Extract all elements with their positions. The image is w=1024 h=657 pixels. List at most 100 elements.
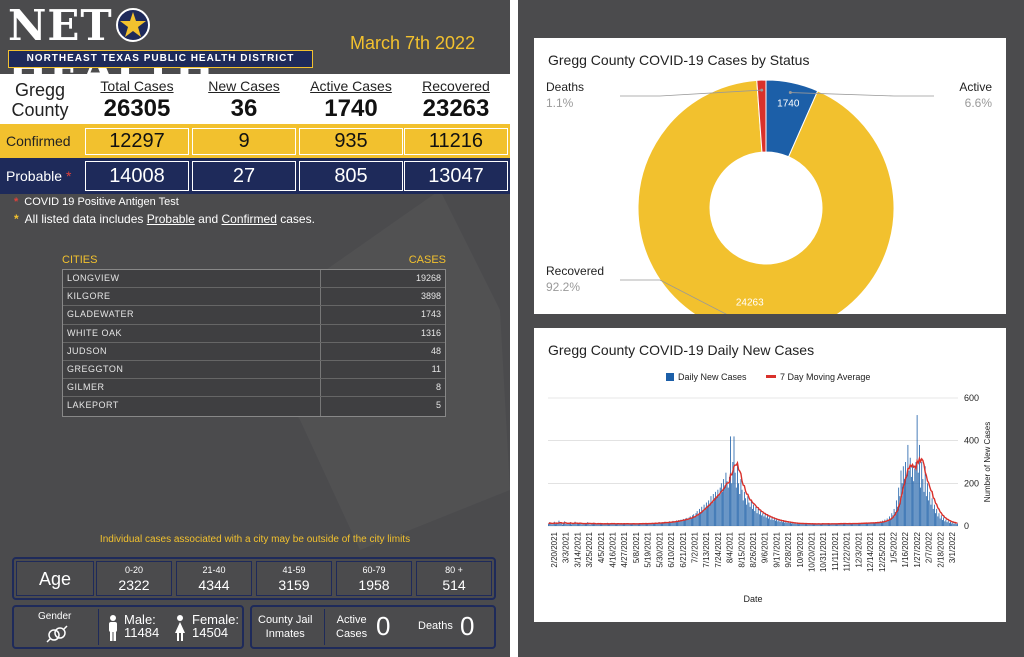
confirmed-total: 12297: [85, 128, 189, 155]
cities-table: LONGVIEW 19268 KILGORE 3898 GLADEWATER 1743…: [62, 269, 446, 417]
leader-line: [620, 279, 727, 314]
daily-bar: [843, 523, 844, 526]
daily-bar: [757, 508, 759, 526]
daily-bar: [652, 523, 654, 526]
daily-bar: [568, 523, 570, 526]
jail-deaths-label: Deaths: [418, 620, 453, 632]
city-cases: 5: [435, 400, 441, 411]
gender-symbol-icon: [46, 625, 68, 643]
daily-bar: [839, 523, 841, 526]
daily-bar: [631, 524, 632, 526]
daily-bar: [935, 513, 936, 526]
daily-bar: [593, 522, 594, 526]
daily-bar: [688, 517, 690, 526]
daily-bar: [728, 476, 730, 526]
daily-bar: [948, 522, 950, 526]
daily-bar: [772, 520, 774, 526]
daily-bar: [899, 496, 901, 526]
y-tick-label: 0: [964, 521, 969, 531]
daily-bar: [933, 504, 935, 526]
daily-bar: [955, 524, 957, 526]
daily-bar: [866, 522, 867, 526]
daily-bar: [578, 523, 579, 526]
daily-bar: [902, 466, 904, 526]
antigen-marker: *: [14, 196, 19, 208]
daily-chart-title: Gregg County COVID-19 Daily New Cases: [548, 342, 815, 358]
county-line2: County: [11, 100, 69, 120]
active-cases-label: Active Cases: [336, 613, 367, 641]
daily-bar: [889, 516, 890, 526]
daily-bar: [814, 524, 816, 526]
city-name: KILGORE: [63, 288, 321, 306]
daily-bar: [785, 521, 787, 526]
daily-bar: [623, 523, 624, 526]
age-group: 21-40 4344: [176, 561, 252, 596]
daily-bar: [657, 523, 659, 526]
x-tick-label: 2/20/2021: [550, 531, 559, 567]
daily-bar: [626, 523, 628, 526]
daily-bar: [555, 524, 556, 526]
daily-bar: [604, 523, 606, 526]
daily-bar: [836, 524, 837, 526]
daily-bar: [860, 523, 862, 526]
y-tick-label: 200: [964, 478, 979, 488]
new-cases-column: New Cases 36: [192, 78, 296, 123]
legend-swatch-ma: [766, 375, 776, 378]
daily-bar: [574, 521, 576, 526]
daily-bar: [953, 523, 955, 526]
x-tick-label: 12/14/2021: [866, 531, 875, 572]
daily-bar: [597, 523, 599, 526]
daily-bar: [708, 500, 710, 526]
daily-bar: [579, 522, 581, 526]
jail-label: County Jail Inmates: [258, 613, 312, 641]
status-chart-title: Gregg County COVID-19 Cases by Status: [548, 52, 810, 68]
total-cases-label: Total Cases: [100, 78, 174, 94]
daily-bar: [550, 523, 552, 526]
male-value: 11484: [124, 625, 160, 640]
daily-bar: [710, 496, 712, 526]
daily-bar: [749, 506, 751, 526]
daily-bar: [932, 508, 934, 526]
daily-bar: [553, 521, 555, 526]
daily-bar: [930, 504, 932, 526]
x-tick-label: 3/1/2022: [948, 531, 957, 563]
age-group: 60-79 1958: [336, 561, 412, 596]
y-tick-label: 600: [964, 393, 979, 403]
daily-bar: [931, 498, 933, 526]
daily-bar: [673, 521, 675, 526]
star-icon: [116, 8, 150, 42]
daily-bar: [944, 521, 946, 526]
daily-bar: [813, 523, 814, 526]
daily-bar: [881, 522, 882, 526]
daily-bar: [852, 523, 854, 526]
age-value: 3159: [278, 577, 310, 593]
nethealth-logo: NETHEALTH NORTHEAST TEXAS PUBLIC HEALTH …: [8, 4, 313, 92]
daily-bar: [799, 523, 801, 526]
daily-bar: [661, 522, 662, 526]
daily-bar: [804, 523, 806, 526]
daily-bar: [913, 481, 915, 526]
daily-bar: [837, 523, 839, 526]
daily-bar: [884, 519, 886, 526]
table-row: LAKEPORT 5: [63, 397, 445, 416]
slice-deaths: [756, 79, 767, 153]
x-tick-label: 1/5/2022: [889, 531, 898, 563]
daily-bar: [890, 518, 892, 526]
male-icon: [109, 615, 117, 641]
daily-bar: [586, 523, 587, 526]
moving-average-line: [548, 455, 958, 525]
daily-bar: [601, 523, 602, 526]
daily-bar: [700, 512, 702, 526]
daily-bar: [796, 523, 798, 526]
city-cases: 3898: [420, 291, 441, 302]
slice-percent-label: 92.2%: [546, 280, 580, 294]
daily-bar: [556, 523, 558, 526]
daily-bar: [848, 523, 850, 526]
daily-bar: [588, 523, 590, 526]
daily-bar: [552, 522, 554, 526]
right-panel: Gregg County COVID-19 Cases by Status 17…: [518, 0, 1024, 657]
total-cases-column: Total Cases 26305: [85, 78, 189, 123]
daily-bar: [929, 491, 931, 526]
daily-bar: [625, 524, 627, 526]
daily-bar: [667, 522, 669, 526]
